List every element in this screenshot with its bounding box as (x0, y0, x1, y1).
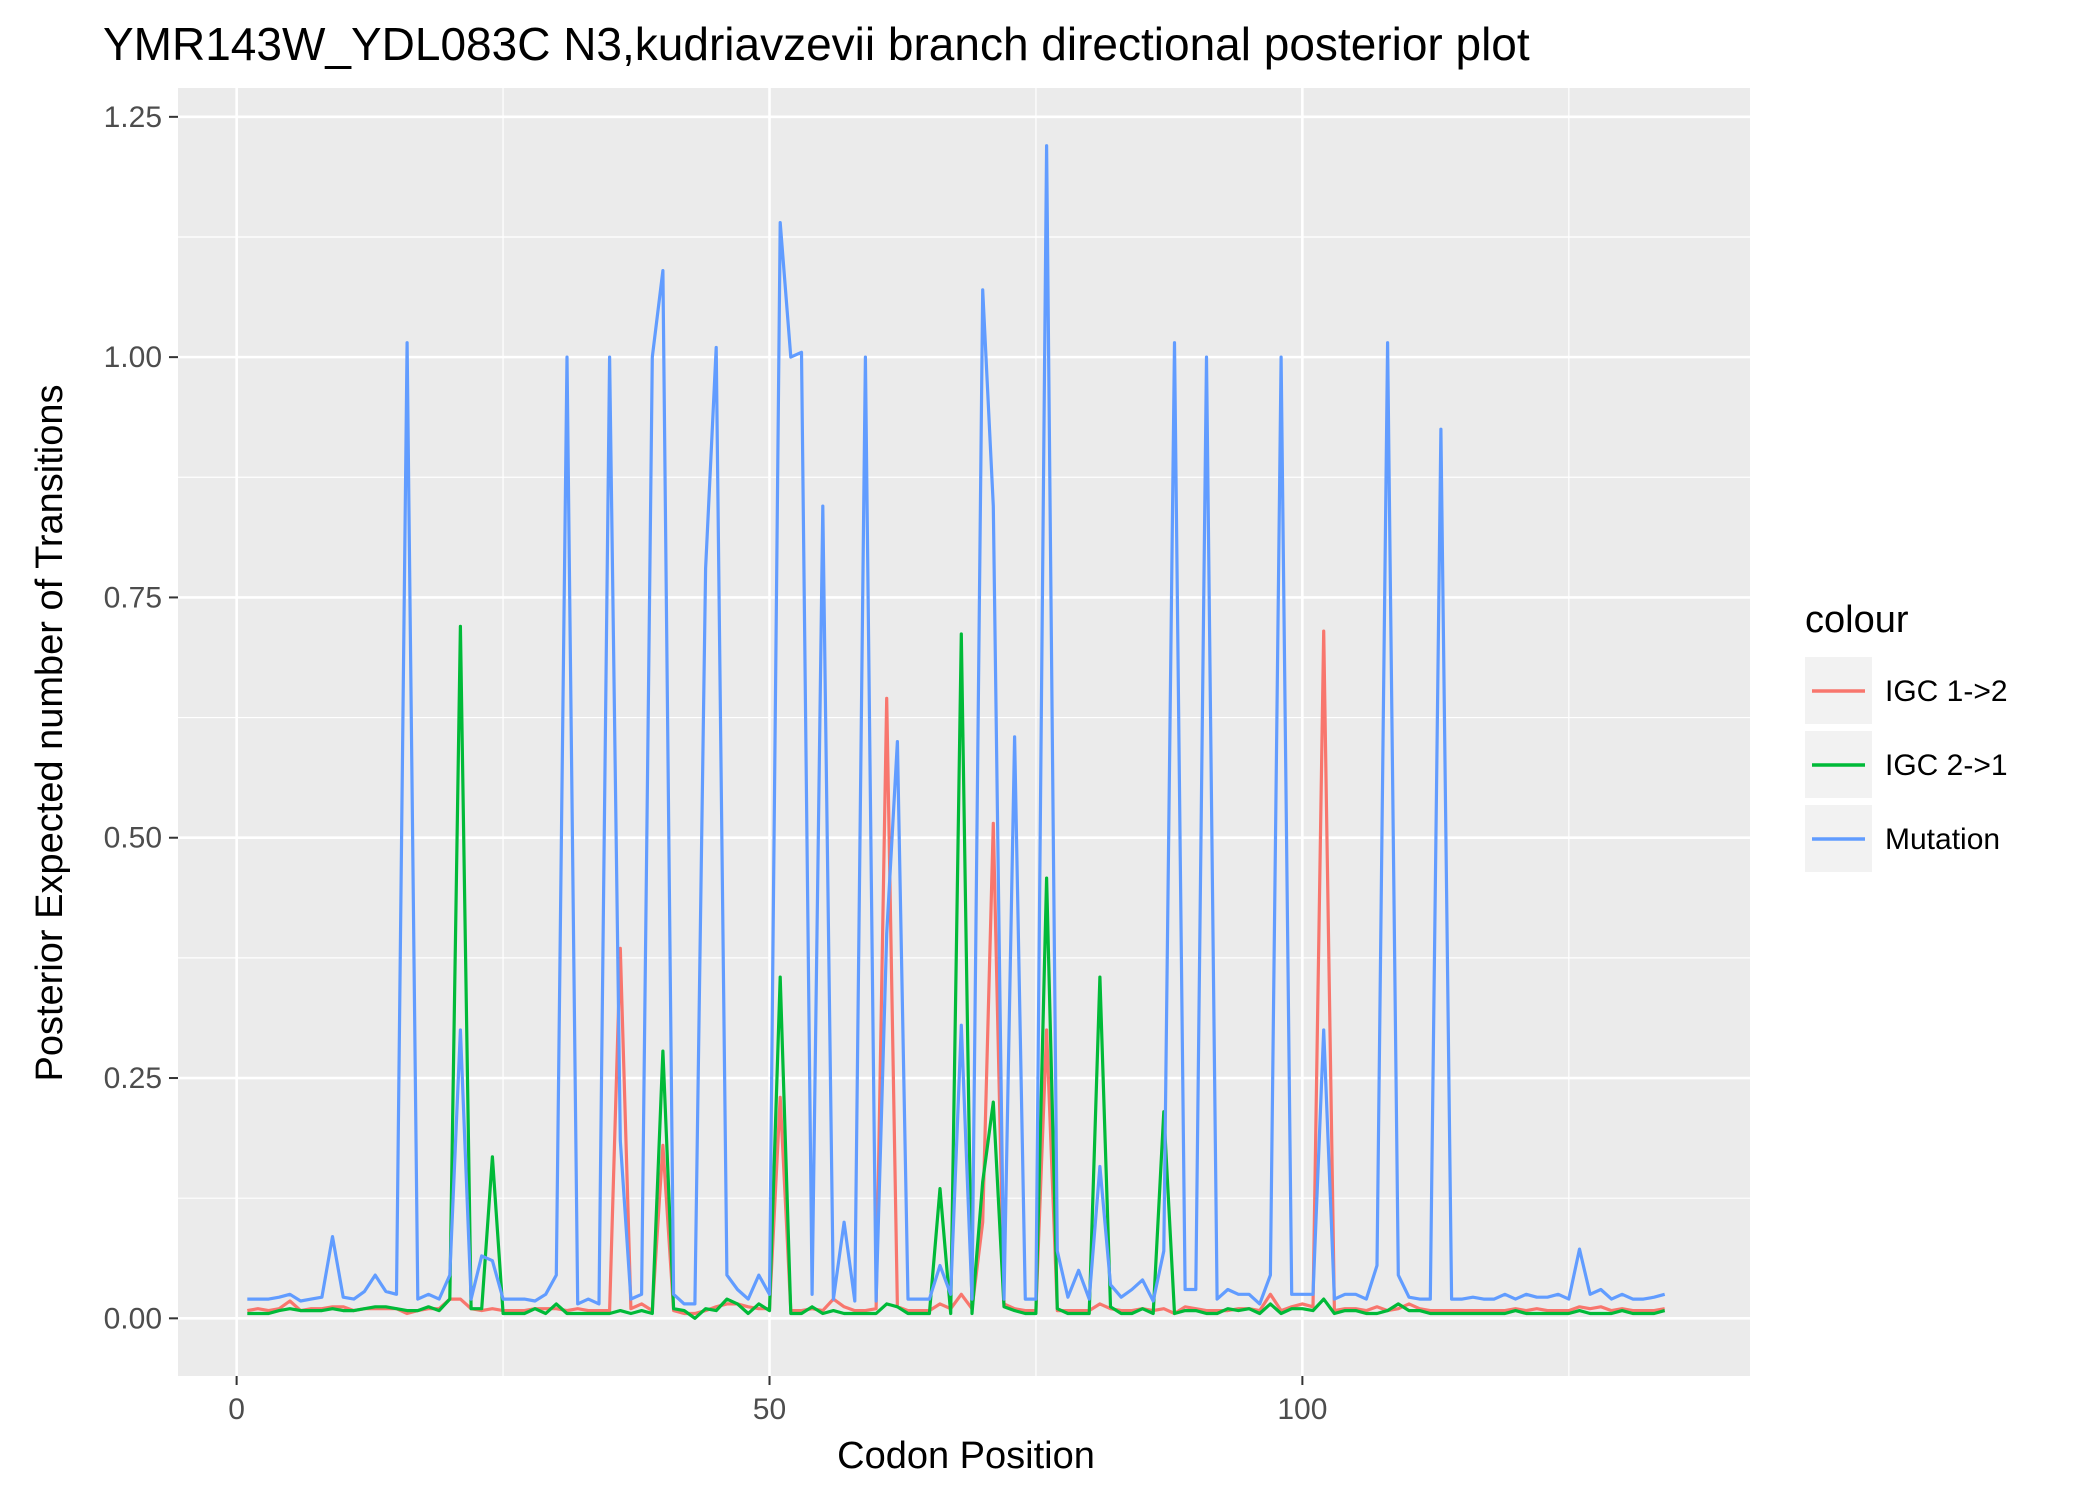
y-tick-label: 0.00 (104, 1302, 162, 1335)
y-tick-label: 0.75 (104, 581, 162, 614)
y-tick-label: 1.00 (104, 341, 162, 374)
y-axis: 0.00 0.25 0.50 0.75 1.00 1.25 (104, 101, 178, 1335)
chart-title: YMR143W_YDL083C N3,kudriavzevii branch d… (103, 18, 1530, 70)
legend: colour IGC 1->2 IGC 2->1 Mutation (1805, 599, 2008, 872)
x-tick-label: 0 (228, 1393, 245, 1426)
legend-title: colour (1805, 599, 1909, 641)
series-line-igc-2-1 (247, 624, 1666, 1320)
minor-grid (178, 88, 1750, 1376)
legend-label: IGC 1->2 (1885, 675, 2008, 708)
major-grid (178, 88, 1750, 1376)
y-tick-label: 0.50 (104, 822, 162, 855)
legend-label: Mutation (1885, 823, 2000, 856)
x-tick-label: 100 (1277, 1393, 1327, 1426)
x-axis: 0 50 100 (228, 1376, 1327, 1426)
legend-item-igc-2-1: IGC 2->1 (1805, 731, 2008, 798)
legend-item-mutation: Mutation (1805, 805, 2000, 872)
series-layer (247, 144, 1666, 1320)
series-line-mutation (247, 144, 1666, 1306)
x-tick-label: 50 (753, 1393, 786, 1426)
legend-item-igc-1-2: IGC 1->2 (1805, 657, 2008, 724)
series-line-igc-1-2 (247, 629, 1665, 1316)
y-tick-label: 0.25 (104, 1062, 162, 1095)
x-axis-title: Codon Position (837, 1435, 1095, 1477)
y-axis-title: Posterior Expected number of Transitions (29, 384, 71, 1081)
y-tick-label: 1.25 (104, 101, 162, 134)
legend-label: IGC 2->1 (1885, 749, 2008, 782)
